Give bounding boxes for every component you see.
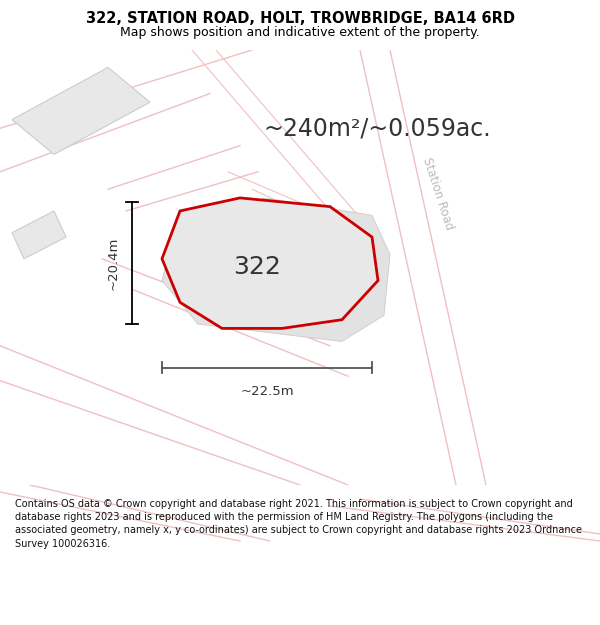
Text: ~20.4m: ~20.4m (107, 236, 120, 290)
Text: ~22.5m: ~22.5m (240, 385, 294, 398)
Polygon shape (12, 68, 150, 154)
Text: Contains OS data © Crown copyright and database right 2021. This information is : Contains OS data © Crown copyright and d… (15, 499, 582, 549)
Text: ~240m²/~0.059ac.: ~240m²/~0.059ac. (264, 116, 491, 140)
Text: 322: 322 (233, 255, 281, 279)
Text: Map shows position and indicative extent of the property.: Map shows position and indicative extent… (120, 26, 480, 39)
Text: Station Road: Station Road (420, 156, 456, 231)
Text: 322, STATION ROAD, HOLT, TROWBRIDGE, BA14 6RD: 322, STATION ROAD, HOLT, TROWBRIDGE, BA1… (86, 11, 515, 26)
Polygon shape (162, 198, 390, 341)
Polygon shape (162, 198, 378, 328)
Polygon shape (12, 211, 66, 259)
